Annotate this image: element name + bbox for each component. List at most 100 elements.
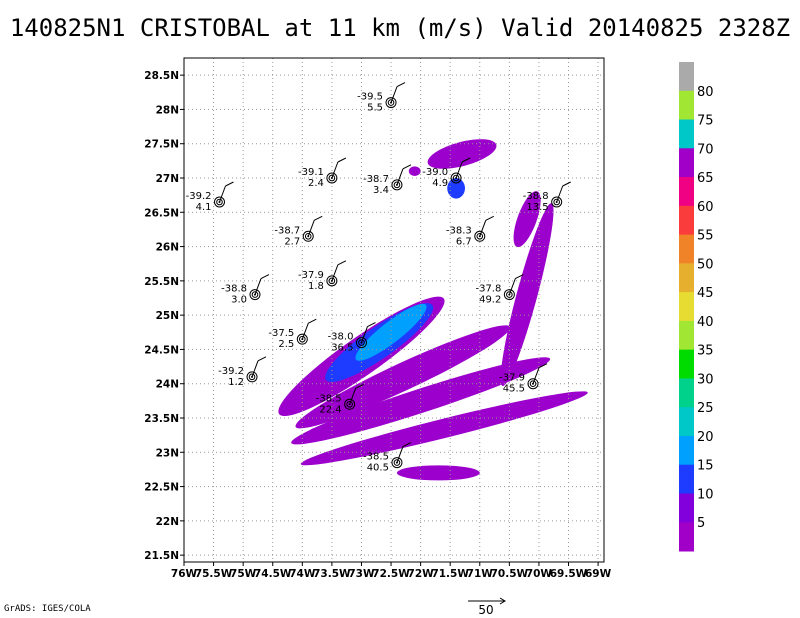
wind-field-patch (447, 178, 465, 199)
observation-station: -37.52.5 (268, 318, 317, 350)
station-wind-speed: 2.4 (308, 178, 324, 189)
station-wind-speed: 3.0 (231, 295, 247, 306)
station-ring-inner (358, 339, 365, 346)
station-wind-speed: 2.5 (278, 339, 294, 350)
station-ring-outer (385, 97, 397, 109)
station-temperature: -37.5 (268, 328, 294, 339)
station-wind-speed: 13.5 (526, 202, 548, 213)
vector-reference-label: 50 (478, 603, 493, 617)
station-ring-inner (387, 99, 395, 106)
colorbar-swatch (679, 464, 694, 494)
y-tick-label: 23.5N (144, 413, 179, 425)
colorbar-swatch (679, 407, 694, 437)
wind-barb-staff (532, 367, 540, 384)
colorbar-swatch (679, 378, 694, 408)
colorbar-label: 30 (697, 372, 714, 387)
y-tick-label: 27N (156, 173, 179, 185)
colorbar-swatch (679, 349, 694, 379)
station-ring-inner (553, 198, 560, 206)
station-ring-outer (326, 172, 338, 184)
colorbar-label: 35 (697, 344, 714, 359)
station-temperature: -38.5 (316, 393, 342, 404)
colorbar-label: 10 (697, 487, 714, 502)
station-ring-outer (391, 179, 403, 191)
colorbar-swatch (679, 522, 694, 552)
observation-station: -39.24.1 (186, 181, 234, 213)
x-tick-label: 70.5W (491, 568, 529, 580)
wind-field-patch (355, 303, 427, 361)
x-tick-label: 69W (585, 568, 612, 580)
wind-barb-staff (251, 360, 259, 378)
station-wind-speed: 6.7 (456, 236, 472, 247)
station-wind-speed: 2.7 (284, 236, 300, 247)
wind-barb-flag (485, 215, 494, 221)
y-tick-label: 26.5N (144, 207, 179, 219)
station-ring-outer (503, 289, 515, 301)
colorbar-label: 75 (697, 114, 714, 129)
station-ring-inner (393, 181, 401, 189)
station-ring-inner (248, 373, 256, 381)
wind-barb-staff (307, 220, 315, 237)
y-tick-label: 28N (156, 104, 179, 116)
station-temperature: -38.0 (328, 332, 354, 343)
colorbar-swatch (679, 62, 694, 92)
station-ring-outer (344, 398, 356, 410)
x-tick-label: 73W (348, 568, 375, 580)
x-tick-label: 73.5W (313, 568, 351, 580)
station-ring-inner (299, 335, 306, 343)
wind-field-patch (295, 325, 511, 429)
wind-barb-staff (390, 86, 398, 103)
wind-barb-flag (402, 164, 412, 170)
wind-barb-flag (396, 82, 406, 88)
x-tick-label: 76W (171, 568, 198, 580)
y-tick-label: 28.5N (144, 70, 179, 82)
observation-station: -39.04.9 (422, 157, 471, 189)
station-wind-speed: 1.2 (228, 377, 244, 388)
station-ring-inner (251, 291, 259, 298)
y-tick-label: 26N (156, 242, 179, 254)
station-wind-speed: 1.8 (308, 281, 324, 292)
y-tick-label: 22.5N (144, 482, 179, 494)
station-wind-speed: 36.5 (331, 343, 353, 354)
station-temperature: -37.9 (499, 373, 525, 384)
colorbar-label: 70 (697, 142, 714, 157)
plot-frame (183, 57, 605, 563)
wind-barb-staff (360, 326, 368, 343)
y-tick-label: 25N (156, 310, 179, 322)
x-tick-label: 71.5W (431, 568, 469, 580)
station-wind-speed: 5.5 (367, 103, 383, 114)
station-ring-inner (393, 459, 401, 466)
station-ring-outer (326, 275, 338, 287)
observation-station: -38.36.7 (446, 215, 494, 247)
colorbar-label: 45 (697, 286, 714, 301)
colorbar-swatch (679, 119, 694, 149)
wind-field-patch (300, 391, 588, 466)
station-ring-inner (346, 400, 353, 408)
station-temperature: -38.8 (523, 191, 549, 202)
observation-layer: -39.55.5-39.12.4 -38.73.4-39.04.9-38.813.… (186, 82, 571, 474)
observation-station: -39.21.2 (218, 356, 267, 388)
y-tick-label: 24N (156, 379, 179, 391)
wind-barb-staff (455, 161, 463, 179)
station-ring-outer (391, 457, 403, 469)
tick-layer: 76W75.5W75W74.5W74W73.5W73W72.5W72W71.5W… (144, 70, 611, 580)
wind-field-layer (278, 139, 588, 481)
observation-station: -38.73.4 (363, 164, 412, 196)
x-tick-label: 69.5W (550, 568, 588, 580)
station-ring-inner (328, 277, 336, 285)
wind-barb-flag (225, 181, 234, 187)
colorbar-swatch (679, 320, 694, 351)
station-temperature: -37.8 (475, 284, 501, 295)
x-tick-label: 74W (289, 568, 316, 580)
observation-station: -38.522.4 (316, 383, 364, 415)
colorbar-label: 55 (697, 229, 714, 244)
x-tick-label: 75W (230, 568, 257, 580)
observation-station: -37.91.8 (298, 260, 347, 292)
station-ring-outer (246, 371, 258, 383)
observation-station: -37.945.5 (499, 363, 548, 395)
station-temperature: -39.2 (186, 191, 212, 202)
colorbar-label: 60 (697, 200, 714, 215)
colorbar-label: 80 (697, 85, 714, 100)
colorbar: 80 75 70 65 60 55 50 45 40 35 30 25 20 15 10 5 (679, 62, 714, 552)
wind-barb-staff (331, 161, 339, 179)
